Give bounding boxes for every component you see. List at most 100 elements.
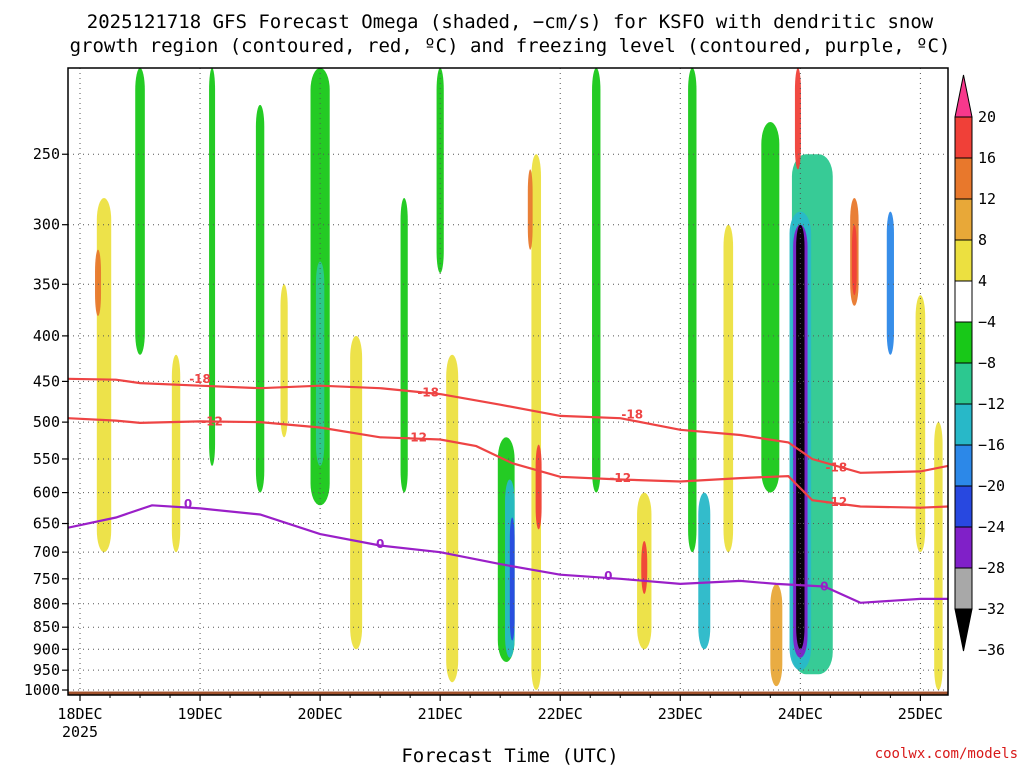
x-tick-label-21DEC: 21DEC xyxy=(418,705,463,723)
omega-region-34 xyxy=(886,211,894,355)
x-tick-label-18DEC: 18DEC xyxy=(57,705,102,723)
x-tick-label-20DEC: 20DEC xyxy=(298,705,343,723)
y-tick-label-250: 250 xyxy=(33,145,60,163)
omega-region-36 xyxy=(934,422,943,691)
y-tick-label-800: 800 xyxy=(33,595,60,613)
colorbar-label-12: −32 xyxy=(978,600,1005,618)
colorbar-label-3: 8 xyxy=(978,231,987,249)
y-tick-label-500: 500 xyxy=(33,413,60,431)
x-tick-label-19DEC: 19DEC xyxy=(177,705,222,723)
colorbar-label-1: 16 xyxy=(978,149,996,167)
colorbar-label-5: −4 xyxy=(978,313,996,331)
colorbar-segment-3 xyxy=(954,198,973,241)
y-tick-label-950: 950 xyxy=(33,661,60,679)
x-tick-label-23DEC: 23DEC xyxy=(658,705,703,723)
omega-region-21 xyxy=(641,540,648,594)
y-tick-label-1000: 1000 xyxy=(24,681,60,699)
y-tick-label-300: 300 xyxy=(33,216,60,234)
y-tick-label-350: 350 xyxy=(33,275,60,293)
contour-line-1--12 xyxy=(68,417,948,509)
y-axis: 250 300 350 400 450 500 550 600 650 700 750 800 850 9… xyxy=(24,145,68,699)
omega-region-10 xyxy=(400,198,408,493)
contour-line-2-0 xyxy=(68,504,948,604)
colorbar-label-2: 12 xyxy=(978,190,996,208)
colorbar-segment-12 xyxy=(954,567,973,610)
contour-label-10: 0 xyxy=(604,569,612,583)
colorbar-label-9: −20 xyxy=(978,477,1005,495)
x-tick-sublabel-18DEC: 2025 xyxy=(62,723,98,741)
contour-label-7: -12 xyxy=(826,495,848,509)
colorbar-segment-11 xyxy=(954,526,973,569)
colorbar-segment-8 xyxy=(954,403,973,446)
terrain-ground xyxy=(68,691,948,695)
omega-region-15 xyxy=(509,517,515,641)
x-tick-label-25DEC: 25DEC xyxy=(898,705,943,723)
contour-label-0: -18 xyxy=(189,372,211,386)
omega-region-1 xyxy=(95,249,102,317)
contours: -18 -18 -18 -18 -12 -12 -12 -12 0 0 0 0 xyxy=(68,372,948,604)
omega-region-17 xyxy=(535,444,542,530)
contour-label-4: -12 xyxy=(201,414,223,428)
credit-text: coolwx.com/models xyxy=(875,746,1018,762)
omega-region-3 xyxy=(171,354,181,553)
contour-label-6: -12 xyxy=(609,471,631,485)
omega-region-31 xyxy=(794,68,801,170)
omega-region-19 xyxy=(592,68,601,493)
y-tick-label-400: 400 xyxy=(33,327,60,345)
omega-region-30 xyxy=(796,224,805,650)
chart-title-line1: 2025121718 GFS Forecast Omega (shaded, −… xyxy=(87,11,934,33)
contour-label-8: 0 xyxy=(184,497,192,511)
omega-region-4 xyxy=(209,68,216,466)
y-tick-label-850: 850 xyxy=(33,618,60,636)
colorbar-segment-2 xyxy=(954,157,973,200)
y-tick-label-650: 650 xyxy=(33,515,60,533)
omega-region-33 xyxy=(851,224,857,296)
y-tick-label-450: 450 xyxy=(33,372,60,390)
colorbar-label-6: −8 xyxy=(978,354,996,372)
colorbar-segment-4 xyxy=(954,239,973,282)
omega-region-2 xyxy=(135,68,145,355)
omega-region-22 xyxy=(688,68,697,553)
contour-label-3: -18 xyxy=(826,460,848,474)
colorbar-segment-bottom xyxy=(954,608,973,652)
y-tick-label-900: 900 xyxy=(33,640,60,658)
chart-title-line2: growth region (contoured, red, ºC) and f… xyxy=(70,35,951,57)
colorbar-label-0: 20 xyxy=(978,108,996,126)
contour-label-2: -18 xyxy=(621,407,643,421)
colorbar-segment-6 xyxy=(954,321,973,364)
omega-region-5 xyxy=(255,104,265,493)
colorbar-label-10: −24 xyxy=(978,518,1005,536)
omega-shading xyxy=(95,68,943,691)
omega-region-26 xyxy=(770,583,783,687)
omega-region-6 xyxy=(280,284,288,438)
omega-region-23 xyxy=(698,492,711,650)
colorbar-label-7: −12 xyxy=(978,395,1005,413)
omega-region-11 xyxy=(446,354,459,683)
contour-label-1: -18 xyxy=(417,385,439,399)
contour-label-11: 0 xyxy=(820,579,828,593)
x-tick-label-24DEC: 24DEC xyxy=(778,705,823,723)
colorbar-label-8: −16 xyxy=(978,436,1005,454)
grid-lines xyxy=(68,68,948,695)
x-tick-label-22DEC: 22DEC xyxy=(538,705,583,723)
x-axis-label: Forecast Time (UTC) xyxy=(401,745,618,767)
omega-region-16 xyxy=(531,154,542,691)
colorbar-segment-9 xyxy=(954,444,973,487)
colorbar-label-11: −28 xyxy=(978,559,1005,577)
y-tick-label-700: 700 xyxy=(33,543,60,561)
colorbar-segment-5 xyxy=(954,280,973,323)
y-tick-label-750: 750 xyxy=(33,570,60,588)
y-tick-label-550: 550 xyxy=(33,450,60,468)
colorbar-label-13: −36 xyxy=(978,641,1005,659)
omega-region-24 xyxy=(723,224,734,553)
omega-region-12 xyxy=(436,68,444,274)
colorbar-segment-7 xyxy=(954,362,973,405)
colorbar-segment-top xyxy=(954,74,973,118)
contour-line-0--18 xyxy=(68,377,948,474)
colorbar-segment-10 xyxy=(954,485,973,528)
colorbar-label-4: 4 xyxy=(978,272,987,290)
contour-label-9: 0 xyxy=(376,537,384,551)
colorbar: 20 16 12 8 4 −4 −8 −12 −16 −20 −24 −28 −32 −36 xyxy=(954,74,1005,659)
